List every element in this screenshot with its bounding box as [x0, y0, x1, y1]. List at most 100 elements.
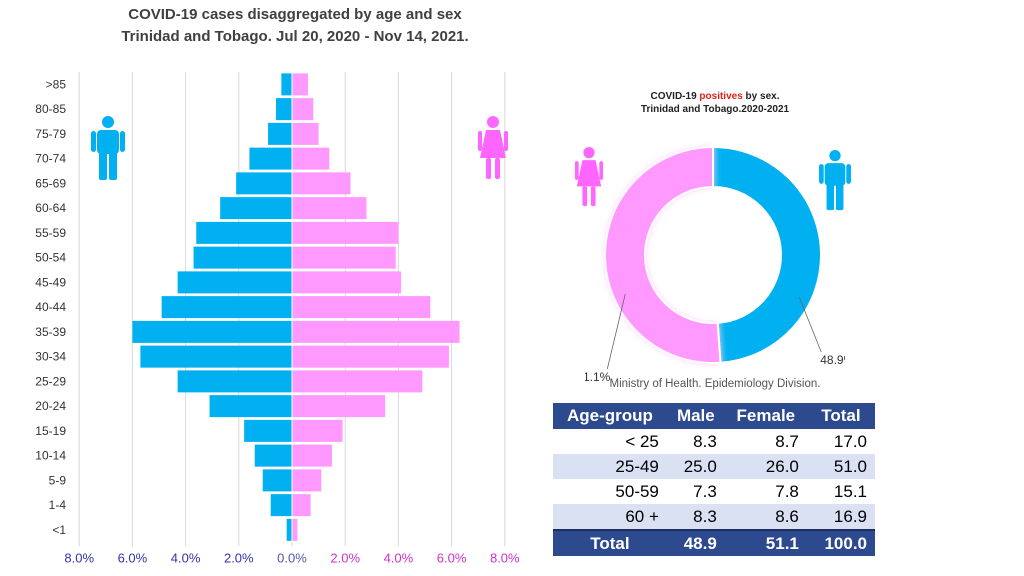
table-total-row: Total 48.9 51.1 100.0 — [553, 529, 875, 556]
female-person-icon — [574, 147, 604, 207]
table-cell: 25-49 — [553, 454, 667, 479]
male-bar — [196, 221, 292, 244]
female-bar — [292, 395, 386, 418]
slice-label: 48.9% — [820, 353, 845, 367]
table-header-cell: Male — [666, 403, 725, 429]
population-pyramid-chart: >85 80-85 75-79 70-74 65-69 60-64 55-59 50-54 45… — [35, 72, 520, 565]
male-bar — [270, 494, 292, 517]
female-bar — [292, 271, 402, 294]
female-bar — [292, 419, 343, 442]
age-group-label: 40-44 — [35, 300, 66, 314]
female-bar — [292, 345, 449, 368]
male-bar — [177, 271, 292, 294]
table-row: < 25 8.3 8.7 17.0 — [553, 429, 875, 454]
table-cell: 51.0 — [806, 454, 875, 479]
male-bar — [220, 197, 292, 220]
female-bar — [292, 494, 311, 517]
table-cell: 60 + — [553, 504, 667, 530]
age-group-label: >85 — [46, 77, 67, 91]
female-bar — [292, 370, 423, 393]
sex-donut-chart: 48.9% 51.1% — [585, 145, 845, 384]
table-row: 60 + 8.3 8.6 16.9 — [553, 504, 875, 530]
age-group-label: 1-4 — [49, 498, 67, 512]
x-tick-label: 6.0% — [437, 550, 467, 565]
leader-line — [606, 293, 626, 370]
chart-title-line2: Trinidad and Tobago. Jul 20, 2020 - Nov … — [121, 28, 469, 45]
table-cell: 8.6 — [724, 504, 807, 530]
age-group-label: 80-85 — [35, 102, 66, 116]
table-header-row: Age-group Male Female Total — [553, 403, 875, 429]
x-tick-label: 2.0% — [330, 550, 360, 565]
male-person-icon — [819, 150, 851, 211]
male-bar — [177, 370, 292, 393]
female-bar — [292, 172, 351, 195]
table-cell: 26.0 — [724, 454, 807, 479]
female-bar — [292, 469, 322, 492]
female-bar — [292, 98, 314, 121]
male-bar — [193, 246, 292, 269]
age-sex-table: Age-group Male Female Total < 25 8.3 8.7… — [553, 403, 875, 556]
table-cell: Total — [553, 529, 667, 556]
table-cell: 17.0 — [806, 429, 875, 454]
table-cell: 8.3 — [666, 504, 725, 530]
age-group-label: 35-39 — [35, 325, 66, 339]
age-group-label: 70-74 — [35, 152, 66, 166]
female-bar — [292, 518, 298, 541]
table-cell: < 25 — [553, 429, 667, 454]
table-cell: 8.7 — [724, 429, 807, 454]
male-bar — [286, 518, 292, 541]
table-cell: 48.9 — [666, 529, 725, 556]
female-bar — [292, 147, 330, 170]
male-bar — [161, 296, 292, 319]
table-cell: 15.1 — [806, 479, 875, 504]
x-tick-label: 4.0% — [171, 550, 201, 565]
chart-title-line1: COVID-19 cases disaggregated by age and … — [128, 6, 462, 23]
female-bar — [292, 73, 308, 96]
table-header-cell: Total — [806, 403, 875, 429]
table-cell: 7.3 — [666, 479, 725, 504]
male-person-icon — [91, 116, 125, 180]
female-bar — [292, 197, 367, 220]
table-cell: 25.0 — [666, 454, 725, 479]
male-bar — [249, 147, 292, 170]
table-header-cell: Age-group — [553, 403, 667, 429]
male-bar — [281, 73, 292, 96]
table-cell: 50-59 — [553, 479, 667, 504]
age-group-label: 50-54 — [35, 251, 66, 265]
male-bar — [209, 395, 292, 418]
male-bar — [244, 419, 292, 442]
age-group-label: 65-69 — [35, 176, 66, 190]
table-cell: 8.3 — [666, 429, 725, 454]
x-tick-label: 8.0% — [490, 550, 520, 565]
female-bar — [292, 122, 319, 145]
male-bar — [254, 444, 292, 467]
female-bar — [292, 444, 332, 467]
female-person-icon — [478, 116, 508, 179]
male-slice — [712, 145, 822, 364]
female-bar — [292, 221, 399, 244]
table-cell: 51.1 — [724, 529, 807, 556]
male-bar — [140, 345, 292, 368]
age-group-label: 15-19 — [35, 424, 66, 438]
table-header-cell: Female — [724, 403, 807, 429]
table-cell: 16.9 — [806, 504, 875, 530]
x-tick-label: 2.0% — [224, 550, 254, 565]
male-bar — [132, 320, 292, 343]
table-cell: 7.8 — [724, 479, 807, 504]
leader-line — [798, 296, 822, 353]
age-group-label: 60-64 — [35, 201, 66, 215]
x-tick-label: 0.0% — [277, 550, 307, 565]
female-slice — [603, 145, 722, 364]
male-bar — [262, 469, 292, 492]
table-row: 25-49 25.0 26.0 51.0 — [553, 454, 875, 479]
age-group-label: 75-79 — [35, 127, 66, 141]
donut-subtitle: Trinidad and Tobago.2020-2021 — [640, 104, 790, 115]
age-group-label: 20-24 — [35, 399, 66, 413]
age-group-label: 5-9 — [49, 473, 67, 487]
age-group-label: 30-34 — [35, 350, 66, 364]
age-group-label: 45-49 — [35, 275, 66, 289]
male-bar — [276, 98, 292, 121]
x-tick-label: 6.0% — [118, 550, 148, 565]
age-group-label: <1 — [52, 523, 66, 537]
male-bar — [268, 122, 292, 145]
